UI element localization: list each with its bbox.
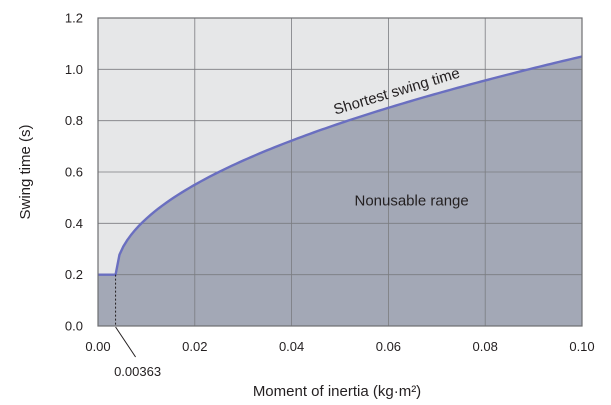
y-tick-label: 0.6 <box>65 165 83 180</box>
threshold-leader-line <box>115 326 136 358</box>
y-tick-label: 0.0 <box>65 319 83 334</box>
nonusable-range-label: Nonusable range <box>354 192 468 209</box>
y-axis-title: Swing time (s) <box>17 124 34 219</box>
y-tick-label: 0.4 <box>65 216 83 231</box>
shortest-swing-time-line <box>98 55 583 276</box>
x-tick-label: 0.06 <box>376 339 401 354</box>
x-axis-ticks: 0.00 0.02 0.04 0.06 0.08 0.10 <box>85 339 594 354</box>
plot-frame <box>97 17 583 327</box>
x-tick-label: 0.00 <box>85 339 110 354</box>
y-tick-label: 0.8 <box>65 113 83 128</box>
x-tick-label: 0.08 <box>473 339 498 354</box>
x-axis-title: Moment of inertia (kg·m²) <box>253 383 421 400</box>
nonusable-range-area <box>98 56 582 326</box>
grid-lines <box>98 18 582 326</box>
y-tick-label: 1.0 <box>65 62 83 77</box>
y-tick-label: 0.2 <box>65 267 83 282</box>
x-tick-label: 0.04 <box>279 339 304 354</box>
y-tick-label: 1.2 <box>65 11 83 26</box>
y-axis-ticks: 0.0 0.2 0.4 0.6 0.8 1.0 1.2 <box>65 11 83 334</box>
x-tick-label: 0.10 <box>569 339 594 354</box>
threshold-label: 0.00363 <box>114 364 161 379</box>
x-tick-label: 0.02 <box>182 339 207 354</box>
